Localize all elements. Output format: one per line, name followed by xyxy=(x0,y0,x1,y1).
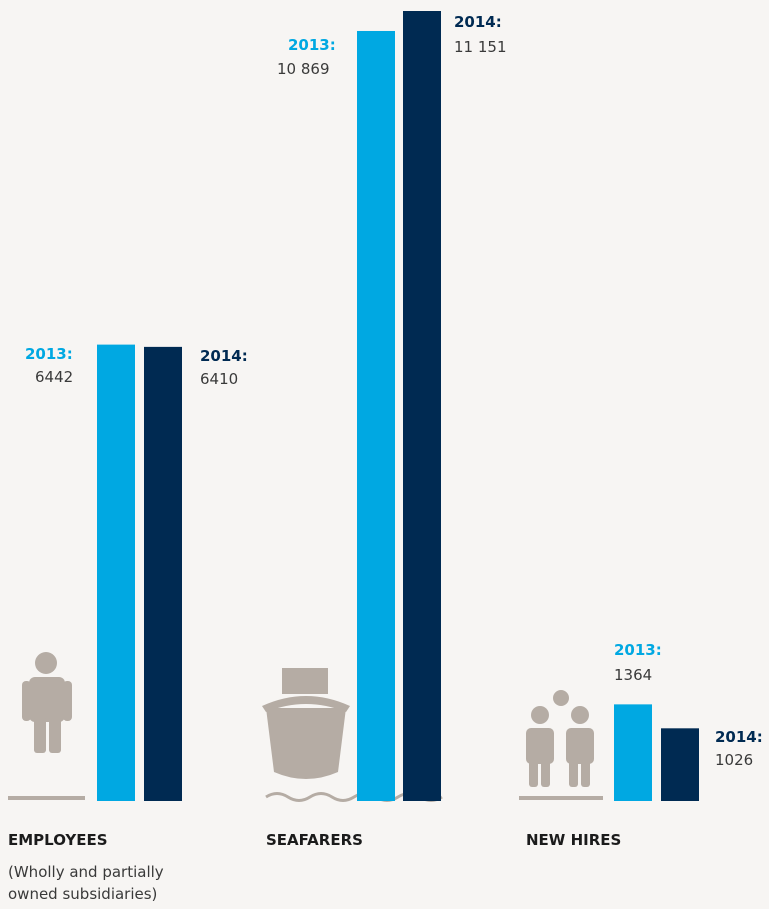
bar-employees-2013 xyxy=(97,344,135,801)
label-seafarers-2014-value: 11 151 xyxy=(454,38,507,56)
category-employees: EMPLOYEES xyxy=(8,831,108,849)
label-seafarers-2014-year: 2014: xyxy=(454,13,502,31)
ship-icon xyxy=(262,668,350,779)
label-new-hires-2013-year: 2013: xyxy=(614,641,662,659)
bar-seafarers-2014 xyxy=(403,11,441,801)
label-employees-2014-value: 6410 xyxy=(200,370,238,388)
new-hires-baseline xyxy=(519,796,603,800)
employees-baseline xyxy=(8,796,85,800)
label-employees-2013-year: 2013: xyxy=(25,345,73,363)
label-new-hires-2013-value: 1364 xyxy=(614,666,652,684)
bar-seafarers-2013 xyxy=(357,30,395,802)
label-seafarers-2013-year: 2013: xyxy=(288,36,336,54)
label-new-hires-2014-year: 2014: xyxy=(715,728,763,746)
bar-new-hires-2014 xyxy=(661,728,699,801)
bar-employees-2014 xyxy=(144,346,182,801)
category-seafarers: SEAFARERS xyxy=(266,831,363,849)
employees-subtitle-line1: (Wholly and partially xyxy=(8,863,164,881)
employees-subtitle-line2: owned subsidiaries) xyxy=(8,885,157,903)
label-employees-2014-year: 2014: xyxy=(200,347,248,365)
label-employees-2013-value: 6442 xyxy=(35,368,73,386)
bar-new-hires-2013 xyxy=(614,704,652,801)
category-new-hires: NEW HIRES xyxy=(526,831,621,849)
person-icon xyxy=(22,652,72,753)
group-icon xyxy=(526,690,594,787)
label-seafarers-2013-value: 10 869 xyxy=(277,60,330,78)
label-new-hires-2014-value: 1026 xyxy=(715,751,753,769)
